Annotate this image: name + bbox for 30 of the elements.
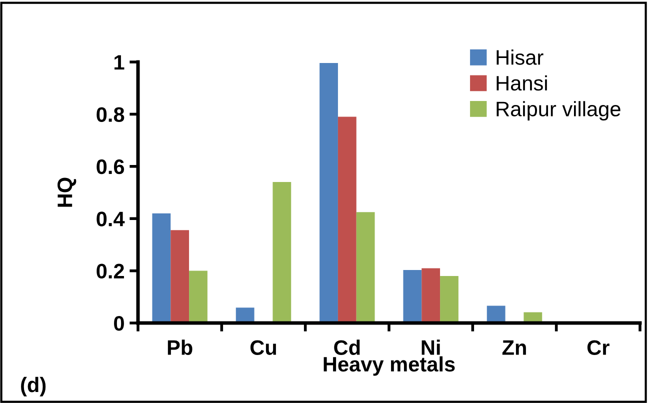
y-tick-label: 0.8	[96, 107, 124, 122]
x-tick-label: Zn	[502, 340, 526, 355]
y-tick-label: 0.2	[96, 264, 124, 279]
bar	[338, 116, 356, 323]
x-tick-label: Pb	[168, 340, 192, 355]
bar	[403, 270, 422, 323]
bar	[440, 276, 458, 323]
bar	[272, 182, 292, 323]
y-tick-label: 0.6	[96, 159, 124, 174]
bar	[422, 268, 440, 323]
x-axis-title: Heavy metals	[324, 356, 455, 376]
y-tick-label: 0.4	[96, 212, 125, 226]
bar	[356, 212, 375, 323]
legend-label: Hansi	[496, 75, 547, 91]
x-tick-label: Cr	[587, 340, 610, 355]
legend-label: Raipur village	[496, 101, 620, 121]
x-tick-label: Ni	[422, 340, 440, 355]
y-axis-title: HQ	[58, 178, 76, 207]
x-tick-label: Cu	[250, 340, 276, 355]
bar	[170, 230, 190, 323]
bar	[152, 213, 171, 323]
text: (d)	[21, 376, 46, 396]
bar	[320, 63, 338, 323]
bar	[189, 270, 208, 323]
x-tick-label: Cd	[334, 340, 360, 355]
legend-label: Hisar	[496, 50, 544, 65]
y-tick-label: 0	[114, 316, 124, 331]
bar	[486, 306, 506, 323]
bar	[236, 308, 254, 323]
y-tick-label: 1	[114, 55, 124, 70]
